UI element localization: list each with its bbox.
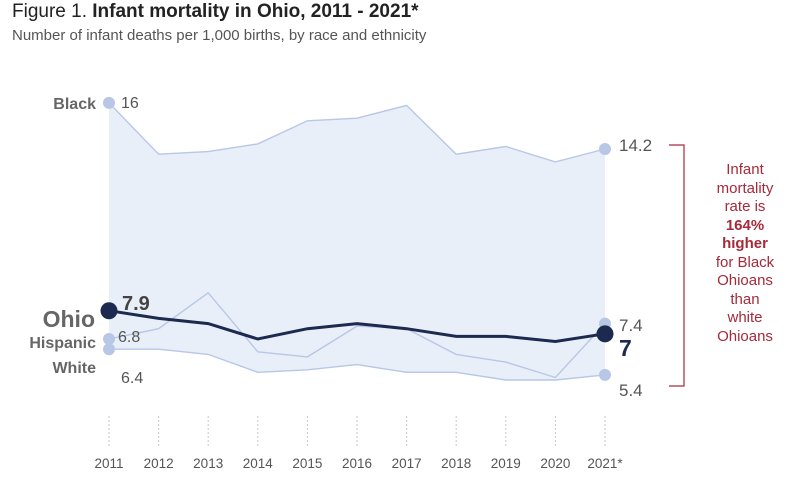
callout-line: Ohioans [717, 327, 773, 345]
x-tick-label: 2017 [392, 456, 422, 471]
x-tick-label: 2018 [441, 456, 471, 471]
point-black-end [599, 143, 611, 156]
x-tick-label: 2016 [342, 456, 372, 471]
x-tick-label: 2013 [193, 456, 223, 471]
callout-line: white [727, 309, 763, 326]
callout-line: mortality [716, 179, 774, 197]
callout-annotation: Infant mortality rate is 164% higher for… [700, 161, 790, 346]
point-white-end [599, 368, 611, 381]
series-label-black: Black [53, 96, 96, 113]
end-value-ohio: 7 [619, 335, 632, 361]
chart-title: Figure 1. Infant mortality in Ohio, 2011… [12, 1, 419, 23]
point-white-start [103, 343, 115, 356]
x-tick-label: 2015 [292, 456, 322, 471]
start-value-hispanic: 6.8 [118, 329, 140, 346]
callout-bold-higher: higher [722, 235, 768, 252]
point-ohio-end [596, 325, 614, 343]
callout-line: rate is [724, 198, 766, 215]
end-value-white: 5.4 [619, 381, 643, 400]
x-tick-label: 2012 [144, 456, 174, 471]
chart-subtitle: Number of infant deaths per 1,000 births… [12, 27, 427, 44]
series-line-black [108, 102, 606, 163]
range-area [109, 102, 605, 381]
callout-line: than [730, 290, 760, 308]
callout-line: for Black [715, 253, 775, 271]
x-tick-label: 2020 [540, 456, 570, 471]
point-black-start [103, 96, 115, 109]
point-ohio-start [100, 302, 118, 320]
series-line-white [109, 348, 606, 381]
title-main: Infant mortality in Ohio, 2011 - 2021* [92, 1, 419, 22]
x-tick-label: 2019 [491, 456, 521, 471]
x-tick-label: 2011 [94, 456, 123, 471]
point-hispanic-start [103, 332, 115, 345]
series-label-hispanic: Hispanic [29, 335, 96, 352]
series-line-hispanic [108, 291, 606, 379]
callout-bracket [669, 144, 685, 387]
series-label-white: White [52, 360, 96, 377]
x-tick-label: 2014 [243, 456, 274, 471]
start-value-ohio: 7.9 [122, 293, 150, 315]
callout-line: Infant [726, 161, 764, 178]
end-value-black: 14.2 [619, 136, 652, 155]
series-label-ohio: Ohio [43, 306, 95, 332]
start-value-white: 6.4 [121, 370, 143, 387]
end-value-hispanic: 7.4 [619, 316, 643, 335]
x-tick-label: 2021* [587, 456, 623, 471]
series-line-ohio [108, 309, 606, 344]
start-value-black: 16 [121, 95, 139, 112]
callout-bold-percent: 164% [725, 216, 765, 234]
title-prefix: Figure 1. [12, 1, 87, 22]
callout-line: Ohioans [717, 272, 773, 289]
